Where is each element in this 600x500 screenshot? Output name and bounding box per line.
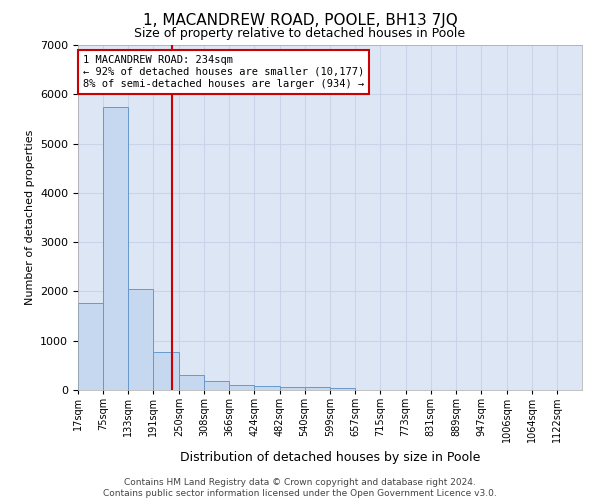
Text: Size of property relative to detached houses in Poole: Size of property relative to detached ho… [134,28,466,40]
Bar [154,352,179,390]
Bar [179,374,204,390]
Bar [254,386,280,390]
Bar [204,382,229,390]
X-axis label: Distribution of detached houses by size in Poole: Distribution of detached houses by size … [180,451,480,464]
Bar [128,289,154,390]
Bar [330,388,355,390]
Text: 1 MACANDREW ROAD: 234sqm
← 92% of detached houses are smaller (10,177)
8% of sem: 1 MACANDREW ROAD: 234sqm ← 92% of detach… [83,56,364,88]
Bar [229,385,254,390]
Text: 1, MACANDREW ROAD, POOLE, BH13 7JQ: 1, MACANDREW ROAD, POOLE, BH13 7JQ [143,12,457,28]
Bar [305,388,330,390]
Bar [280,387,305,390]
Y-axis label: Number of detached properties: Number of detached properties [25,130,35,305]
Bar [103,106,128,390]
Bar [78,303,103,390]
Text: Contains HM Land Registry data © Crown copyright and database right 2024.
Contai: Contains HM Land Registry data © Crown c… [103,478,497,498]
